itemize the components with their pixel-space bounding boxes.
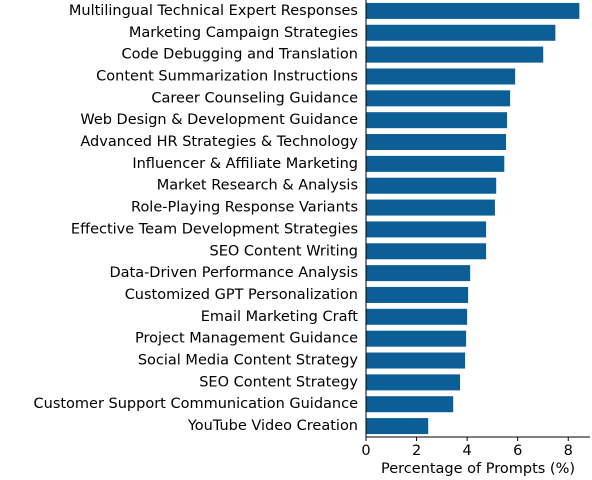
- bar: [366, 330, 467, 347]
- y-tick-label: Social Media Content Strategy: [138, 353, 359, 369]
- bar: [366, 155, 505, 172]
- y-tick-label: Role-Playing Response Variants: [131, 200, 358, 216]
- y-tick-label: Content Summarization Instructions: [96, 68, 358, 84]
- y-tick-label: SEO Content Writing: [210, 243, 358, 259]
- bar: [366, 46, 544, 63]
- bar: [366, 112, 508, 129]
- bar: [366, 308, 468, 325]
- y-tick-label: YouTube Video Creation: [187, 418, 358, 434]
- x-tick-label: 4: [463, 443, 472, 459]
- y-tick-label: SEO Content Strategy: [199, 374, 358, 390]
- x-tick-label: 6: [513, 443, 522, 459]
- y-tick-label: Data-Driven Performance Analysis: [109, 265, 358, 281]
- bar: [366, 243, 487, 260]
- y-tick-label: Advanced HR Strategies & Technology: [80, 134, 358, 150]
- bar: [366, 68, 516, 85]
- y-tick-label: Multilingual Technical Expert Responses: [69, 3, 358, 19]
- x-tick-label: 8: [564, 443, 573, 459]
- y-tick-label: Project Management Guidance: [135, 331, 358, 347]
- bar: [366, 352, 466, 369]
- bar: [366, 265, 471, 282]
- y-tick-label: Market Research & Analysis: [157, 178, 358, 194]
- y-tick-label: Marketing Campaign Strategies: [129, 25, 358, 41]
- y-tick-label: Code Debugging and Translation: [121, 47, 358, 63]
- bar: [366, 396, 454, 413]
- bar: [366, 177, 497, 194]
- bar: [366, 221, 487, 238]
- bar: [366, 2, 580, 19]
- y-tick-label: Customized GPT Personalization: [125, 287, 358, 303]
- y-tick-label: Career Counseling Guidance: [151, 90, 358, 106]
- bar: [366, 418, 429, 435]
- y-tick-label: Customer Support Communication Guidance: [34, 396, 359, 412]
- bar: [366, 90, 511, 107]
- bar: [366, 134, 507, 151]
- bar: [366, 286, 469, 303]
- y-tick-label: Effective Team Development Strategies: [71, 221, 358, 237]
- bar: [366, 199, 495, 216]
- y-tick-label: Web Design & Development Guidance: [80, 112, 358, 128]
- y-tick-label: Influencer & Affiliate Marketing: [132, 156, 358, 172]
- y-tick-label: Email Marketing Craft: [201, 309, 359, 325]
- x-tick-label: 0: [361, 443, 370, 459]
- x-axis-label: Percentage of Prompts (%): [381, 461, 575, 477]
- x-tick-label: 2: [412, 443, 421, 459]
- bar: [366, 24, 556, 41]
- bar: [366, 374, 461, 391]
